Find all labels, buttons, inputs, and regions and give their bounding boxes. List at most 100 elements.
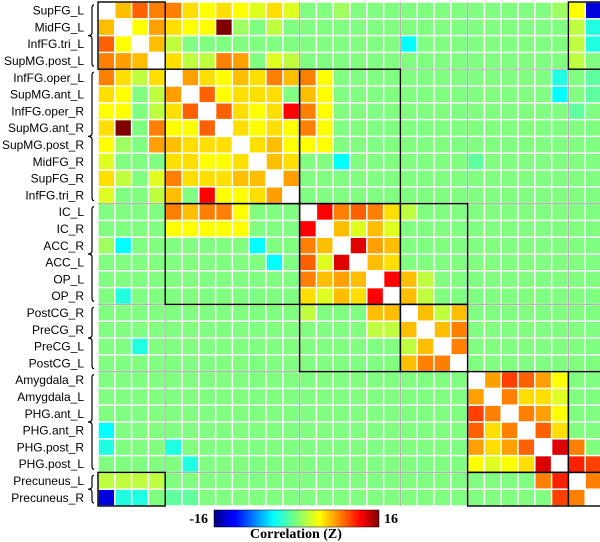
heatmap-cell	[485, 53, 501, 69]
heatmap-cell	[132, 69, 148, 86]
heatmap-cell	[333, 221, 350, 237]
heatmap-cell	[552, 237, 568, 254]
heatmap-cell	[233, 271, 249, 287]
heatmap-cell	[283, 204, 299, 220]
heatmap-cell	[350, 69, 367, 86]
heatmap-cell	[434, 69, 451, 86]
heatmap-cell	[333, 19, 350, 35]
heatmap-cell	[552, 422, 568, 439]
heatmap-cell	[501, 405, 518, 422]
heatmap-cell	[182, 405, 199, 422]
heatmap-cell	[451, 489, 467, 506]
heatmap-cell	[401, 53, 417, 69]
heatmap-cell	[350, 288, 367, 304]
heatmap-cell	[518, 439, 535, 455]
heatmap-cell	[367, 137, 383, 153]
heatmap-cell	[485, 456, 501, 472]
heatmap-cell	[149, 321, 165, 338]
row-label: OP_R	[51, 289, 84, 303]
row-label: PreCG_L	[34, 340, 84, 354]
heatmap-cell	[485, 372, 501, 388]
heatmap-cell	[485, 321, 501, 338]
heatmap-cell	[333, 355, 350, 371]
heatmap-cell	[468, 288, 484, 304]
heatmap-cell	[233, 389, 249, 405]
heatmap-cell	[98, 422, 115, 439]
heatmap-cell	[384, 53, 400, 69]
heatmap-cell	[149, 288, 165, 304]
heatmap-cell	[485, 187, 501, 203]
heatmap-cell	[367, 86, 383, 103]
heatmap-cell	[417, 473, 434, 489]
heatmap-cell	[300, 204, 316, 220]
heatmap-cell	[165, 288, 182, 304]
heatmap-cell	[132, 204, 148, 220]
heatmap-cell	[401, 288, 417, 304]
heatmap-cell	[501, 153, 518, 170]
heatmap-cell	[182, 338, 199, 355]
heatmap-cell	[132, 137, 148, 153]
heatmap-cell	[333, 69, 350, 86]
heatmap-cell	[468, 137, 484, 153]
heatmap-cell	[367, 321, 383, 338]
heatmap-cell	[401, 271, 417, 287]
heatmap-cell	[485, 204, 501, 220]
heatmap-cell	[552, 389, 568, 405]
heatmap-cell	[350, 439, 367, 455]
heatmap-cell	[350, 372, 367, 388]
heatmap-cell	[518, 36, 535, 52]
heatmap-cell	[585, 69, 600, 86]
heatmap-cell	[569, 473, 585, 489]
heatmap-cell	[569, 2, 585, 19]
heatmap-cell	[401, 405, 417, 422]
heatmap-cell	[485, 439, 501, 455]
row-label: PHG.ant_L	[25, 407, 85, 421]
heatmap-cell	[249, 53, 266, 69]
heatmap-cell	[401, 153, 417, 170]
heatmap-cell	[417, 187, 434, 203]
heatmap-cell	[283, 69, 299, 86]
heatmap-cell	[552, 86, 568, 103]
heatmap-cell	[417, 489, 434, 506]
heatmap-cell	[165, 103, 182, 119]
heatmap-cell	[98, 86, 115, 103]
heatmap-cell	[283, 86, 299, 103]
heatmap-cell	[317, 237, 333, 254]
heatmap-cell	[115, 69, 131, 86]
heatmap-cell	[434, 355, 451, 371]
heatmap-cell	[199, 221, 215, 237]
heatmap-cell	[518, 254, 535, 271]
heatmap-cell	[552, 69, 568, 86]
heatmap-cell	[233, 221, 249, 237]
heatmap-cell	[535, 221, 551, 237]
heatmap-cell	[367, 338, 383, 355]
heatmap-cell	[182, 372, 199, 388]
heatmap-cell	[249, 271, 266, 287]
heatmap-cell	[233, 305, 249, 321]
heatmap-cell	[317, 355, 333, 371]
heatmap-cell	[283, 170, 299, 187]
row-label: SupMG.ant_R	[8, 121, 84, 135]
row-label: ACC_R	[43, 239, 84, 253]
heatmap-cell	[165, 439, 182, 455]
heatmap-cell	[182, 221, 199, 237]
row-labels: SupFG_L MidFG_L InfFG.tri_L SupMG.post_L Inf…	[2, 4, 84, 505]
heatmap-cell	[552, 53, 568, 69]
heatmap-cell	[485, 489, 501, 506]
heatmap-cell	[417, 389, 434, 405]
heatmap-cell	[569, 321, 585, 338]
heatmap-cell	[115, 103, 131, 119]
heatmap-cell	[518, 321, 535, 338]
heatmap-cell	[182, 389, 199, 405]
module-bracket	[87, 306, 95, 370]
heatmap-cell	[165, 271, 182, 287]
heatmap-cell	[535, 170, 551, 187]
heatmap-cell	[501, 137, 518, 153]
heatmap-cell	[165, 19, 182, 35]
heatmap-cell	[317, 221, 333, 237]
heatmap-cell	[266, 120, 283, 136]
heatmap-cell	[350, 405, 367, 422]
heatmap-cell	[199, 439, 215, 455]
heatmap-cell	[199, 204, 215, 220]
heatmap-cell	[535, 53, 551, 69]
